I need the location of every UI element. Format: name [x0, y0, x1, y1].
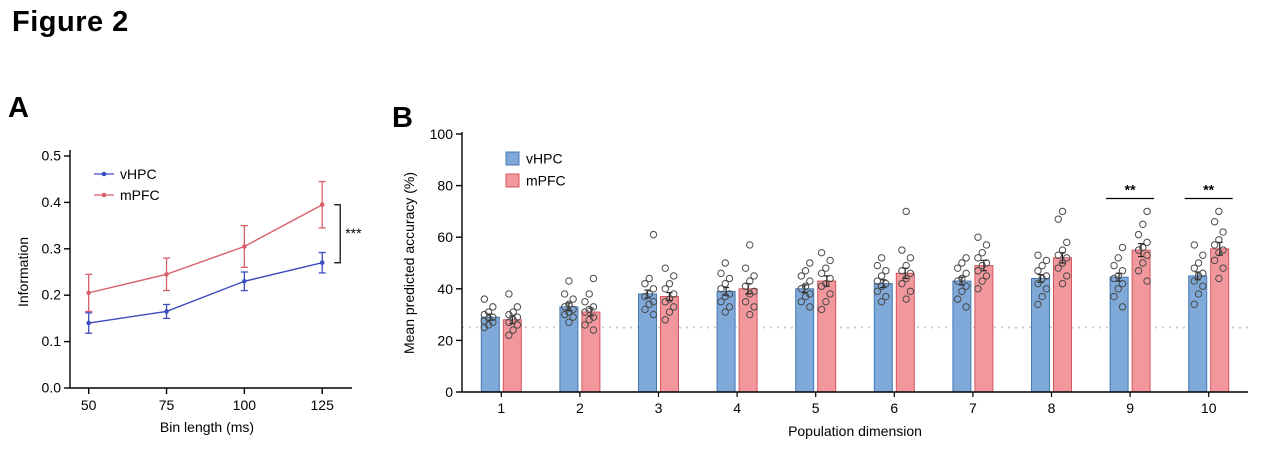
- panel-b-label: B: [392, 102, 413, 134]
- legend-item-vHPC: vHPC: [505, 151, 563, 167]
- svg-text:vHPC: vHPC: [526, 151, 563, 167]
- svg-text:100: 100: [233, 397, 257, 413]
- significance-marker: **: [1106, 182, 1155, 200]
- svg-text:6: 6: [890, 400, 898, 416]
- svg-text:0.5: 0.5: [42, 148, 62, 164]
- svg-text:mPFC: mPFC: [120, 187, 160, 203]
- x-axis-label: Population dimension: [788, 423, 922, 439]
- svg-text:2: 2: [576, 400, 584, 416]
- svg-text:40: 40: [437, 281, 453, 297]
- svg-text:1: 1: [497, 400, 505, 416]
- axes: 0 20 40 60 80 100 1 2 3 4 5 6 7 8 9 10 Population dimens…: [401, 126, 1248, 439]
- svg-text:0: 0: [445, 384, 453, 400]
- svg-text:75: 75: [159, 397, 175, 413]
- svg-text:9: 9: [1126, 400, 1134, 416]
- figure-title: Figure 2: [12, 6, 129, 38]
- svg-text:4: 4: [733, 400, 741, 416]
- svg-text:***: ***: [345, 225, 362, 241]
- svg-text:0.1: 0.1: [42, 333, 62, 349]
- svg-text:80: 80: [437, 178, 453, 194]
- svg-text:20: 20: [437, 332, 453, 348]
- significance-bracket: ***: [334, 204, 362, 264]
- svg-text:0.3: 0.3: [42, 240, 62, 256]
- svg-text:7: 7: [969, 400, 977, 416]
- bar-chart-accuracy: 0 20 40 60 80 100 1 2 3 4 5 6 7 8 9 10 Population dimens…: [401, 126, 1248, 439]
- panel-a-label: A: [8, 92, 29, 124]
- points-vHPC: [480, 230, 1207, 332]
- legend-item-mPFC: mPFC: [505, 173, 566, 189]
- y-axis-label: Mean predicted accuracy (%): [401, 172, 417, 354]
- significance-marker: **: [1184, 182, 1233, 200]
- svg-text:mPFC: mPFC: [526, 173, 566, 189]
- svg-text:125: 125: [311, 397, 335, 413]
- svg-text:vHPC: vHPC: [120, 166, 157, 182]
- svg-text:10: 10: [1201, 400, 1217, 416]
- series-vHPC: [85, 251, 326, 334]
- legend-item-vHPC: vHPC: [94, 166, 157, 182]
- svg-text:0.2: 0.2: [42, 287, 62, 303]
- svg-text:50: 50: [81, 397, 97, 413]
- y-axis-label: Information: [15, 237, 31, 307]
- svg-text:0.4: 0.4: [42, 194, 62, 210]
- svg-text:60: 60: [437, 229, 453, 245]
- axes: 0.0 0.1 0.2 0.3 0.4 0.5 50 75 100 125 Bin length (…: [15, 148, 352, 435]
- line-chart-information: 0.0 0.1 0.2 0.3 0.4 0.5 50 75 100 125 Bin length (…: [15, 148, 362, 436]
- legend-item-mPFC: mPFC: [94, 187, 160, 203]
- svg-text:5: 5: [812, 400, 820, 416]
- svg-text:8: 8: [1048, 400, 1056, 416]
- x-axis-label: Bin length (ms): [160, 419, 254, 435]
- svg-text:**: **: [1203, 182, 1214, 198]
- series-mPFC: [85, 180, 326, 313]
- svg-text:3: 3: [655, 400, 663, 416]
- svg-text:**: **: [1125, 182, 1136, 198]
- svg-text:0.0: 0.0: [42, 380, 62, 396]
- points-mPFC: [505, 207, 1227, 339]
- svg-text:100: 100: [430, 126, 454, 142]
